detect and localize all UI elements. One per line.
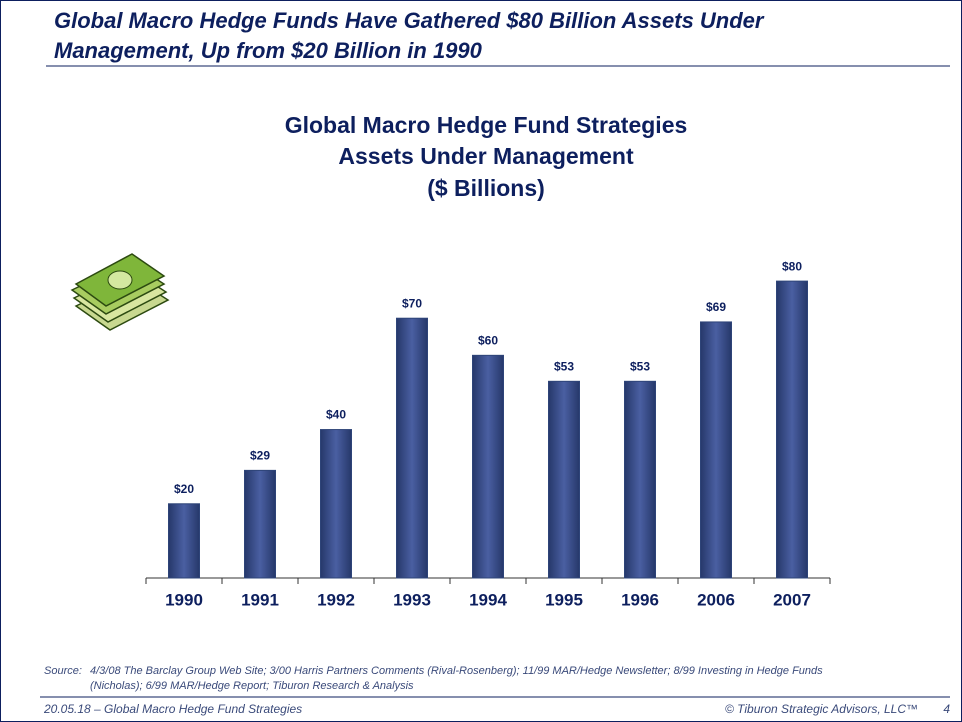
x-tick-label: 1992 [317,590,355,609]
value-label: $29 [250,449,270,463]
value-label: $53 [630,359,650,373]
bar [168,503,200,579]
header-line: Global Macro Hedge Funds Have Gathered $… [54,8,765,33]
x-tick-label: 1991 [241,590,279,609]
unit-label: ($ Billions) [427,175,545,201]
value-label: $40 [326,408,346,422]
money-icon [70,253,170,331]
bar [624,380,656,579]
chart-subtitle: Assets Under Management [338,143,634,169]
value-label: $53 [554,359,574,373]
x-tick-label: 1993 [393,590,431,609]
value-label: $70 [402,296,422,310]
bar [244,469,276,579]
value-label: $60 [478,334,498,348]
bar [776,280,808,579]
bar [700,321,732,579]
source-text: 4/3/08 The Barclay Group Web Site; 3/00 … [90,665,823,677]
value-label: $69 [706,300,726,314]
source-text: (Nicholas); 6/99 MAR/Hedge Report; Tibur… [90,680,414,692]
bar [548,380,580,579]
value-label: $80 [782,259,802,273]
x-tick-label: 2007 [773,590,811,609]
chart-title: Global Macro Hedge Fund Strategies [285,112,688,138]
x-tick-label: 1996 [621,590,659,609]
x-tick-label: 1994 [469,590,507,609]
x-tick-label: 1990 [165,590,203,609]
page-number: 4 [943,702,950,716]
footer-right: © Tiburon Strategic Advisors, LLC™ [725,702,918,716]
bar [472,354,504,579]
x-tick-label: 1995 [545,590,583,609]
plot: 1990 $20 1991 $29 1992 $40 1993 $70 1994 $60 1995 $… [145,259,831,609]
bar [396,317,428,579]
footer-left: 20.05.18 – Global Macro Hedge Fund Strat… [43,702,302,716]
value-label: $20 [174,482,194,496]
bar [320,429,352,579]
x-tick-label: 2006 [697,590,735,609]
source-label: Source: [44,665,82,677]
header-line: Management, Up from $20 Billion in 1990 [54,38,483,63]
